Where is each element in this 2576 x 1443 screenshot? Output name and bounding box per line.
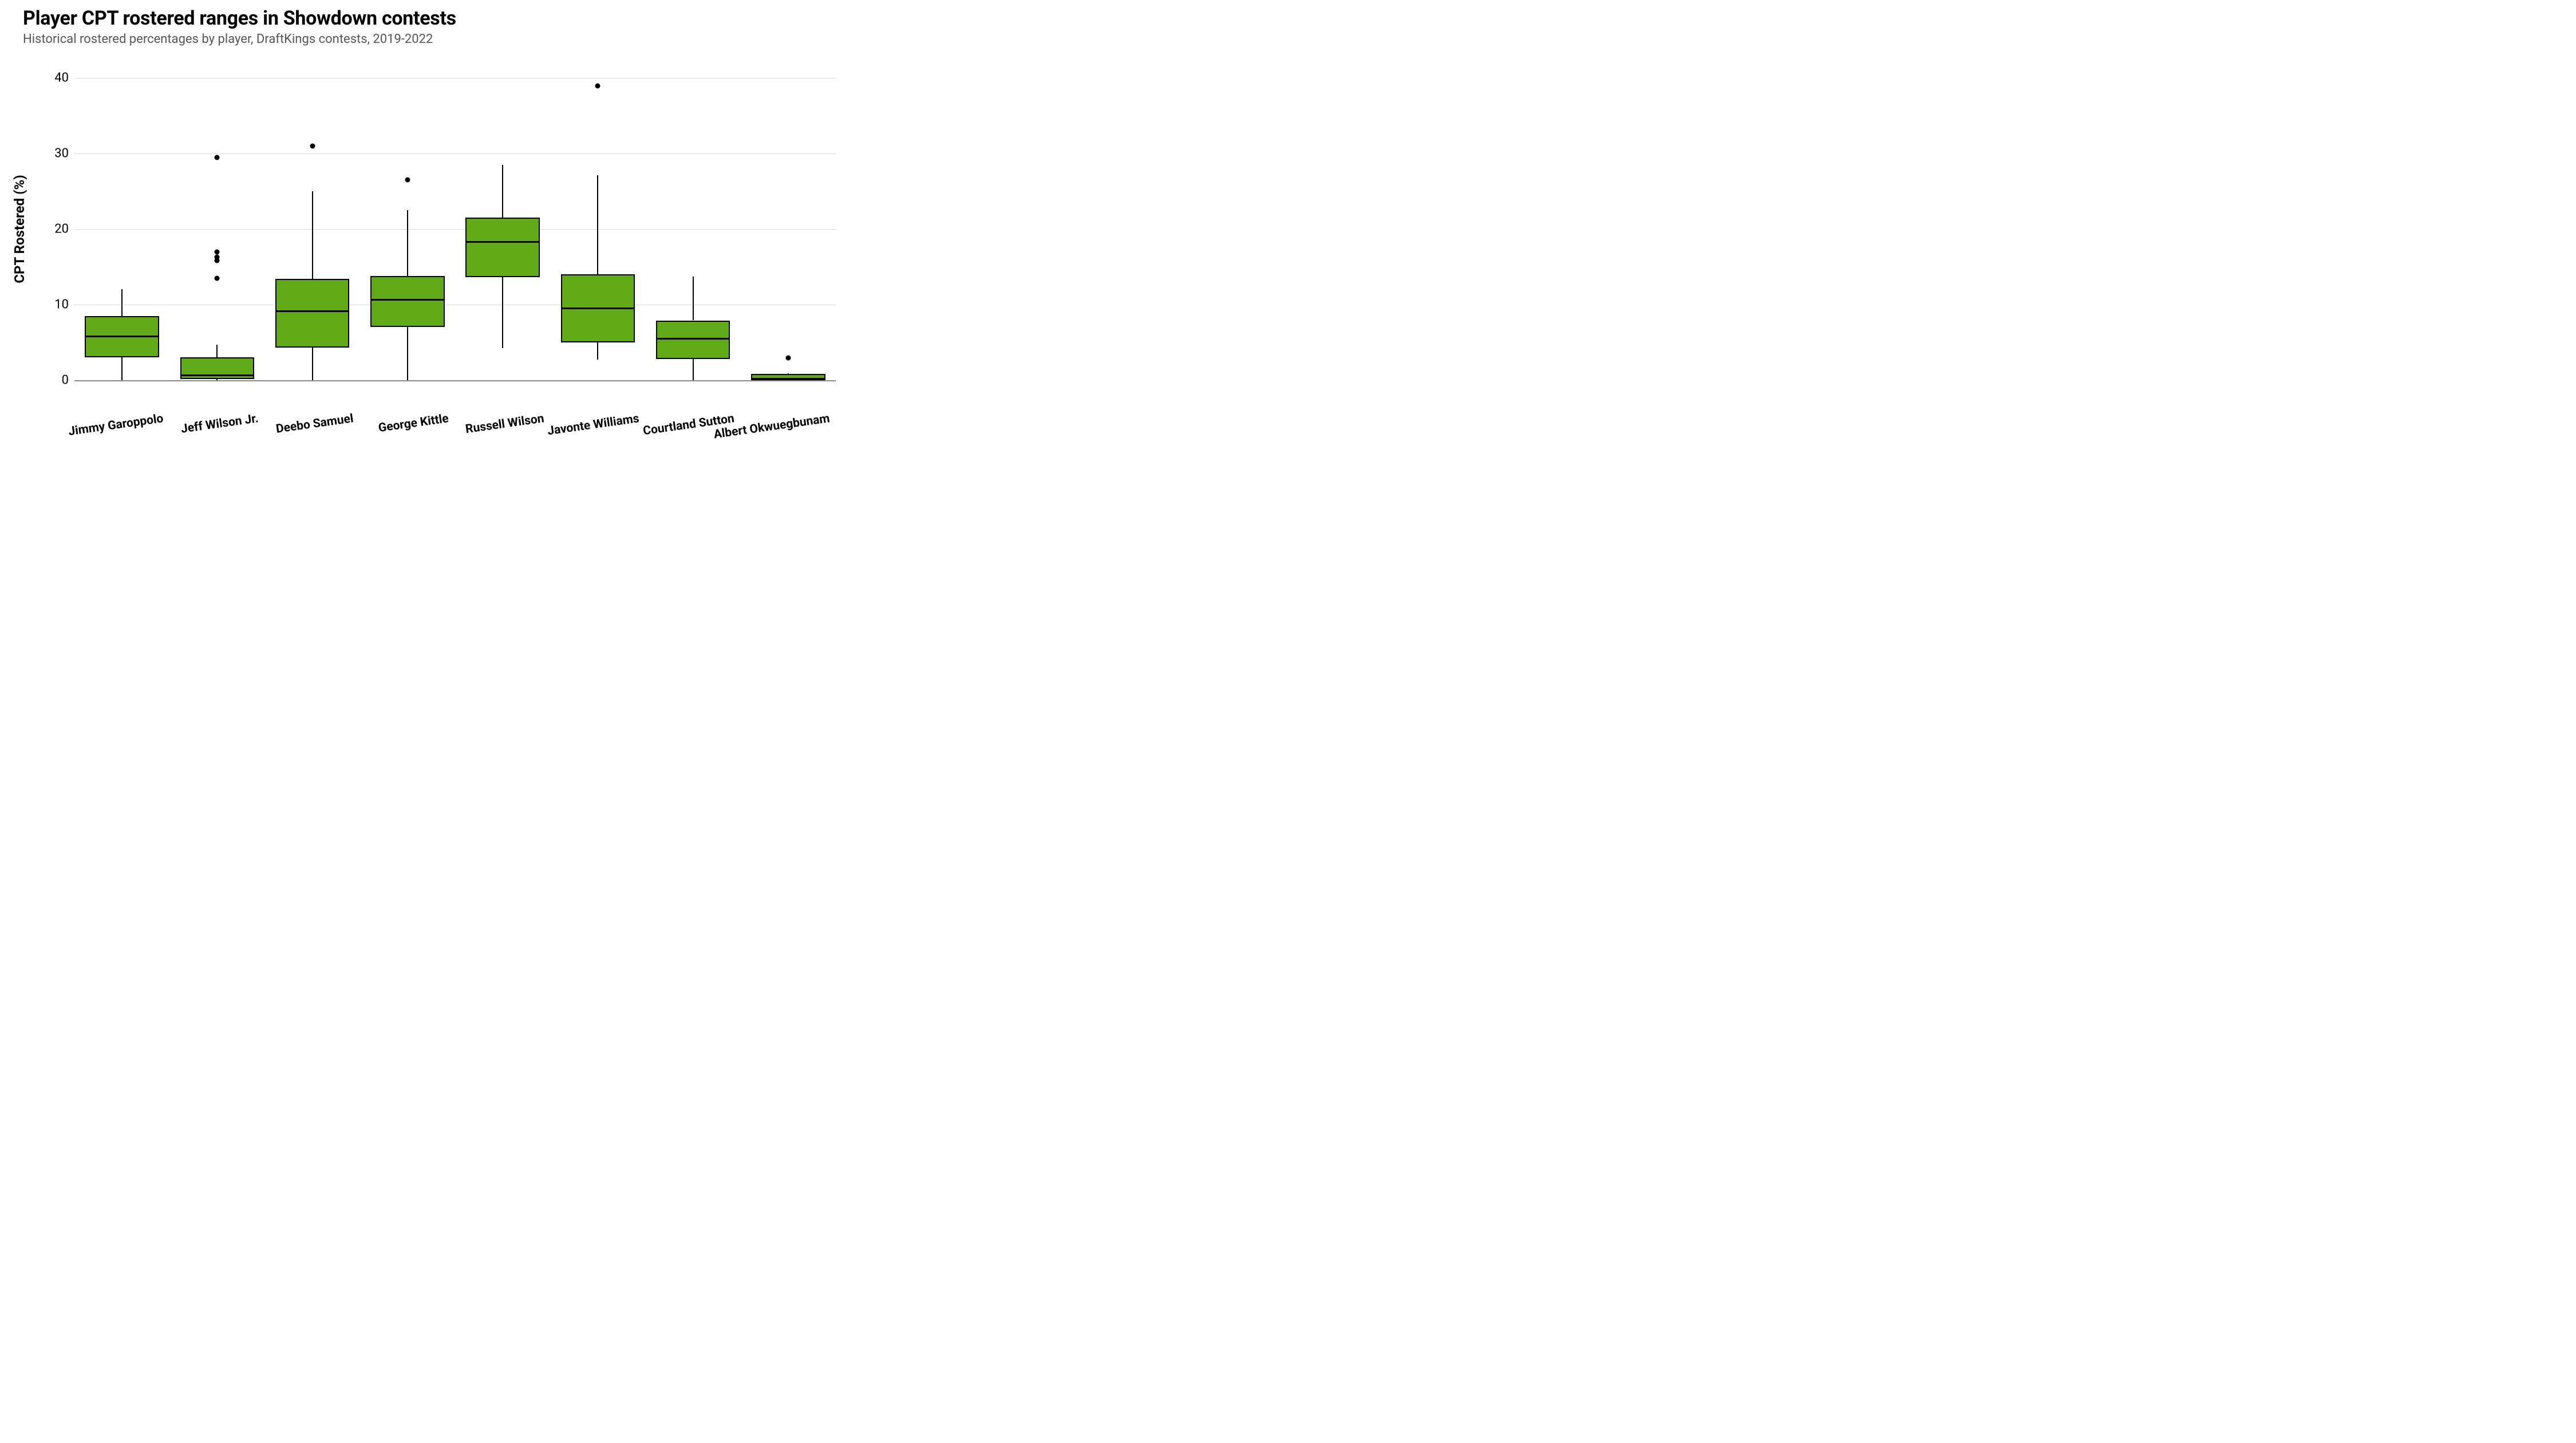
box-whisker	[312, 348, 313, 380]
x-tick-label: George Kittle	[378, 412, 450, 435]
box-whisker	[597, 342, 598, 360]
x-tick-label: Jeff Wilson Jr.	[180, 412, 259, 436]
box-whisker	[121, 289, 123, 316]
box-outlier	[215, 254, 220, 259]
box-whisker	[407, 327, 408, 380]
box-outlier	[785, 356, 791, 361]
box-whisker	[502, 165, 503, 218]
x-tick-label: Javonte Williams	[547, 412, 640, 438]
box-whisker	[216, 345, 218, 357]
box-median	[180, 374, 255, 376]
box	[275, 279, 350, 348]
box-median	[751, 378, 825, 380]
y-tick-label: 10	[34, 297, 69, 312]
y-tick-label: 0	[34, 373, 69, 387]
box-outlier	[405, 178, 410, 183]
plot-area	[74, 63, 836, 395]
box-whisker	[502, 277, 503, 348]
box-median	[656, 338, 730, 340]
y-axis-title: CPT Rostered (%)	[11, 175, 27, 283]
box-whisker	[407, 210, 408, 276]
y-tick-label: 40	[34, 71, 69, 85]
x-tick-label: Jimmy Garoppolo	[68, 412, 164, 439]
box-outlier	[595, 83, 600, 88]
y-tick-label: 20	[34, 222, 69, 236]
y-tick-label: 30	[34, 147, 69, 161]
box-whisker	[693, 277, 694, 320]
chart-container: Player CPT rostered ranges in Showdown c…	[0, 0, 859, 481]
chart-title: Player CPT rostered ranges in Showdown c…	[23, 7, 456, 30]
gridline	[74, 380, 836, 381]
gridline	[74, 153, 836, 154]
box-whisker	[121, 357, 123, 380]
box-median	[85, 336, 159, 337]
box-outlier	[310, 144, 315, 149]
box-outlier	[215, 155, 220, 160]
box-outlier	[215, 249, 220, 254]
box-median	[465, 241, 540, 243]
box-whisker	[312, 191, 313, 279]
box-outlier	[215, 275, 220, 281]
x-tick-labels: Jimmy GaroppoloJeff Wilson Jr.Deebo Samu…	[74, 398, 836, 467]
box-whisker	[693, 359, 694, 380]
box	[370, 276, 445, 328]
box-median	[275, 310, 350, 312]
x-tick-label: Russell Wilson	[464, 412, 544, 436]
box-whisker	[216, 379, 218, 380]
box	[656, 321, 730, 359]
box	[465, 218, 540, 277]
box-whisker	[597, 175, 598, 274]
gridline	[74, 229, 836, 230]
box-median	[561, 307, 635, 309]
x-tick-label: Deebo Samuel	[275, 412, 354, 436]
chart-subtitle: Historical rostered percentages by playe…	[23, 32, 433, 46]
box-median	[370, 299, 445, 301]
